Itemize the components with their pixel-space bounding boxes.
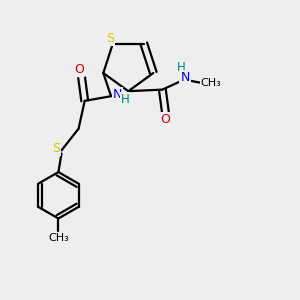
Text: H: H [121,93,129,106]
Text: O: O [160,113,170,126]
Text: H: H [177,61,185,74]
Text: N: N [112,88,122,101]
Text: O: O [74,63,84,76]
Text: CH₃: CH₃ [201,78,221,88]
Text: N: N [180,71,190,84]
Text: S: S [106,32,114,45]
Text: S: S [52,142,60,155]
Text: CH₃: CH₃ [48,233,69,243]
